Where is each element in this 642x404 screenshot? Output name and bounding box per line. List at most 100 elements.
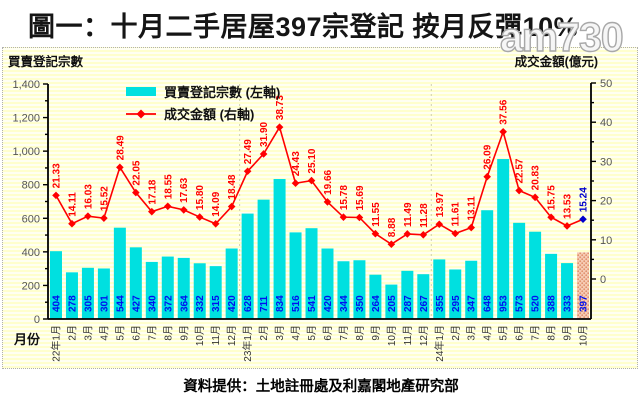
point-value-label: 25.10 bbox=[307, 148, 318, 173]
x-tick-label: 22年1月 bbox=[49, 325, 62, 362]
line-point-marker bbox=[163, 202, 172, 211]
bar-value-label: 420 bbox=[227, 295, 238, 312]
line-point-marker bbox=[371, 229, 380, 238]
x-tick-label: 7月 bbox=[338, 325, 350, 341]
line-point-marker bbox=[339, 213, 348, 221]
bar-22年1月 bbox=[49, 251, 62, 319]
x-tick-label: 9月 bbox=[562, 325, 574, 341]
bar-3月 bbox=[465, 260, 478, 319]
point-value-label: 15.80 bbox=[195, 185, 206, 210]
bar-value-label: 520 bbox=[531, 295, 542, 312]
point-value-label: 13.53 bbox=[563, 193, 574, 218]
bar-8月 bbox=[545, 253, 558, 319]
bar-series-swatch-icon bbox=[126, 86, 156, 96]
x-tick-label: 7月 bbox=[146, 325, 158, 341]
x-tick-label: 8月 bbox=[162, 325, 174, 341]
line-point-marker bbox=[179, 206, 188, 214]
line-point-marker bbox=[243, 167, 252, 176]
bar-value-label: 573 bbox=[515, 295, 526, 312]
bar-6月 bbox=[129, 247, 142, 319]
point-value-label: 20.83 bbox=[531, 165, 542, 190]
bar-value-label: 333 bbox=[563, 295, 574, 312]
bar-5月 bbox=[113, 227, 126, 319]
point-value-label: 21.33 bbox=[51, 163, 62, 188]
y-left-tick-label: 1,400 bbox=[12, 79, 40, 91]
point-value-label: 37.56 bbox=[499, 99, 510, 124]
line-point-marker bbox=[148, 207, 156, 216]
point-value-label: 18.55 bbox=[163, 174, 174, 199]
x-tick-label: 3月 bbox=[274, 325, 286, 341]
line-point-marker bbox=[275, 123, 284, 131]
bar-8月 bbox=[161, 256, 174, 319]
bar-8月 bbox=[353, 260, 366, 319]
x-tick-label: 12月 bbox=[418, 325, 430, 346]
bar-value-label: 264 bbox=[371, 295, 382, 312]
right-axis-title: 成交金額(億元) bbox=[514, 55, 598, 69]
line-point-marker bbox=[563, 222, 571, 230]
point-value-label: 15.52 bbox=[99, 186, 110, 211]
point-value-label: 18.48 bbox=[227, 174, 238, 199]
point-value-label: 31.90 bbox=[259, 121, 270, 146]
bar-value-label: 344 bbox=[339, 295, 350, 312]
bar-4月 bbox=[289, 232, 302, 319]
line-point-marker bbox=[451, 229, 460, 238]
bar-24年1月 bbox=[433, 259, 446, 319]
left-axis-title: 買賣登記宗數 bbox=[8, 55, 84, 69]
bar-value-label: 315 bbox=[211, 295, 222, 312]
bar-value-label: 205 bbox=[387, 295, 398, 312]
x-tick-label: 12月 bbox=[226, 325, 238, 346]
x-tick-label: 9月 bbox=[370, 325, 382, 341]
bar-7月 bbox=[529, 231, 542, 319]
bar-10月 bbox=[577, 252, 590, 319]
x-tick-label: 5月 bbox=[114, 325, 126, 341]
bar-9月 bbox=[561, 263, 574, 319]
point-value-label: 19.66 bbox=[323, 169, 334, 194]
bar-value-label: 364 bbox=[179, 295, 190, 312]
line-point-marker bbox=[211, 219, 220, 228]
x-tick-label: 3月 bbox=[82, 325, 94, 341]
y-left-tick-label: 0 bbox=[34, 314, 40, 326]
legend-item-bars: 買賣登記宗數 (左軸) bbox=[126, 80, 280, 102]
x-tick-label: 10月 bbox=[386, 325, 398, 346]
x-tick-label: 7月 bbox=[530, 325, 542, 341]
bar-9月 bbox=[177, 257, 190, 319]
line-point-marker bbox=[499, 127, 507, 136]
bar-value-label: 427 bbox=[131, 295, 142, 312]
x-tick-label: 4月 bbox=[482, 325, 494, 341]
x-tick-label: 11月 bbox=[402, 325, 414, 345]
point-value-label: 16.03 bbox=[83, 184, 94, 209]
point-value-label: 15.78 bbox=[339, 185, 350, 210]
point-value-label: 26.09 bbox=[483, 144, 494, 169]
y-left-tick-label: 400 bbox=[22, 247, 40, 259]
bar-5月 bbox=[305, 228, 318, 319]
point-value-label: 11.55 bbox=[371, 202, 382, 227]
bar-2月 bbox=[257, 199, 270, 319]
bar-value-label: 628 bbox=[243, 295, 254, 312]
x-tick-label: 24年1月 bbox=[433, 325, 446, 362]
line-point-marker bbox=[52, 191, 60, 200]
line-point-marker bbox=[579, 215, 587, 224]
bar-value-label: 372 bbox=[163, 295, 174, 312]
point-value-label: 38.73 bbox=[275, 95, 286, 120]
bar-value-label: 404 bbox=[51, 295, 62, 312]
x-tick-label: 6月 bbox=[514, 325, 526, 341]
bar-value-label: 648 bbox=[483, 295, 494, 312]
line-point-marker bbox=[467, 223, 476, 232]
y-right-tick-label: 0 bbox=[600, 274, 606, 286]
line-point-marker bbox=[227, 202, 236, 211]
x-tick-label: 4月 bbox=[290, 325, 302, 341]
y-right-tick-label: 50 bbox=[600, 78, 612, 90]
line-point-marker bbox=[355, 213, 364, 222]
point-value-label: 14.11 bbox=[67, 192, 78, 217]
bar-value-label: 516 bbox=[291, 295, 302, 312]
bar-value-label: 388 bbox=[547, 295, 558, 312]
point-value-label: 15.69 bbox=[355, 185, 366, 210]
bar-12月 bbox=[225, 248, 238, 319]
bar-value-label: 711 bbox=[259, 295, 270, 312]
point-value-label: 11.61 bbox=[451, 202, 462, 227]
line-point-marker bbox=[132, 188, 140, 197]
x-tick-label: 6月 bbox=[322, 325, 334, 341]
bar-6月 bbox=[321, 248, 334, 319]
line-point-marker bbox=[419, 230, 428, 239]
